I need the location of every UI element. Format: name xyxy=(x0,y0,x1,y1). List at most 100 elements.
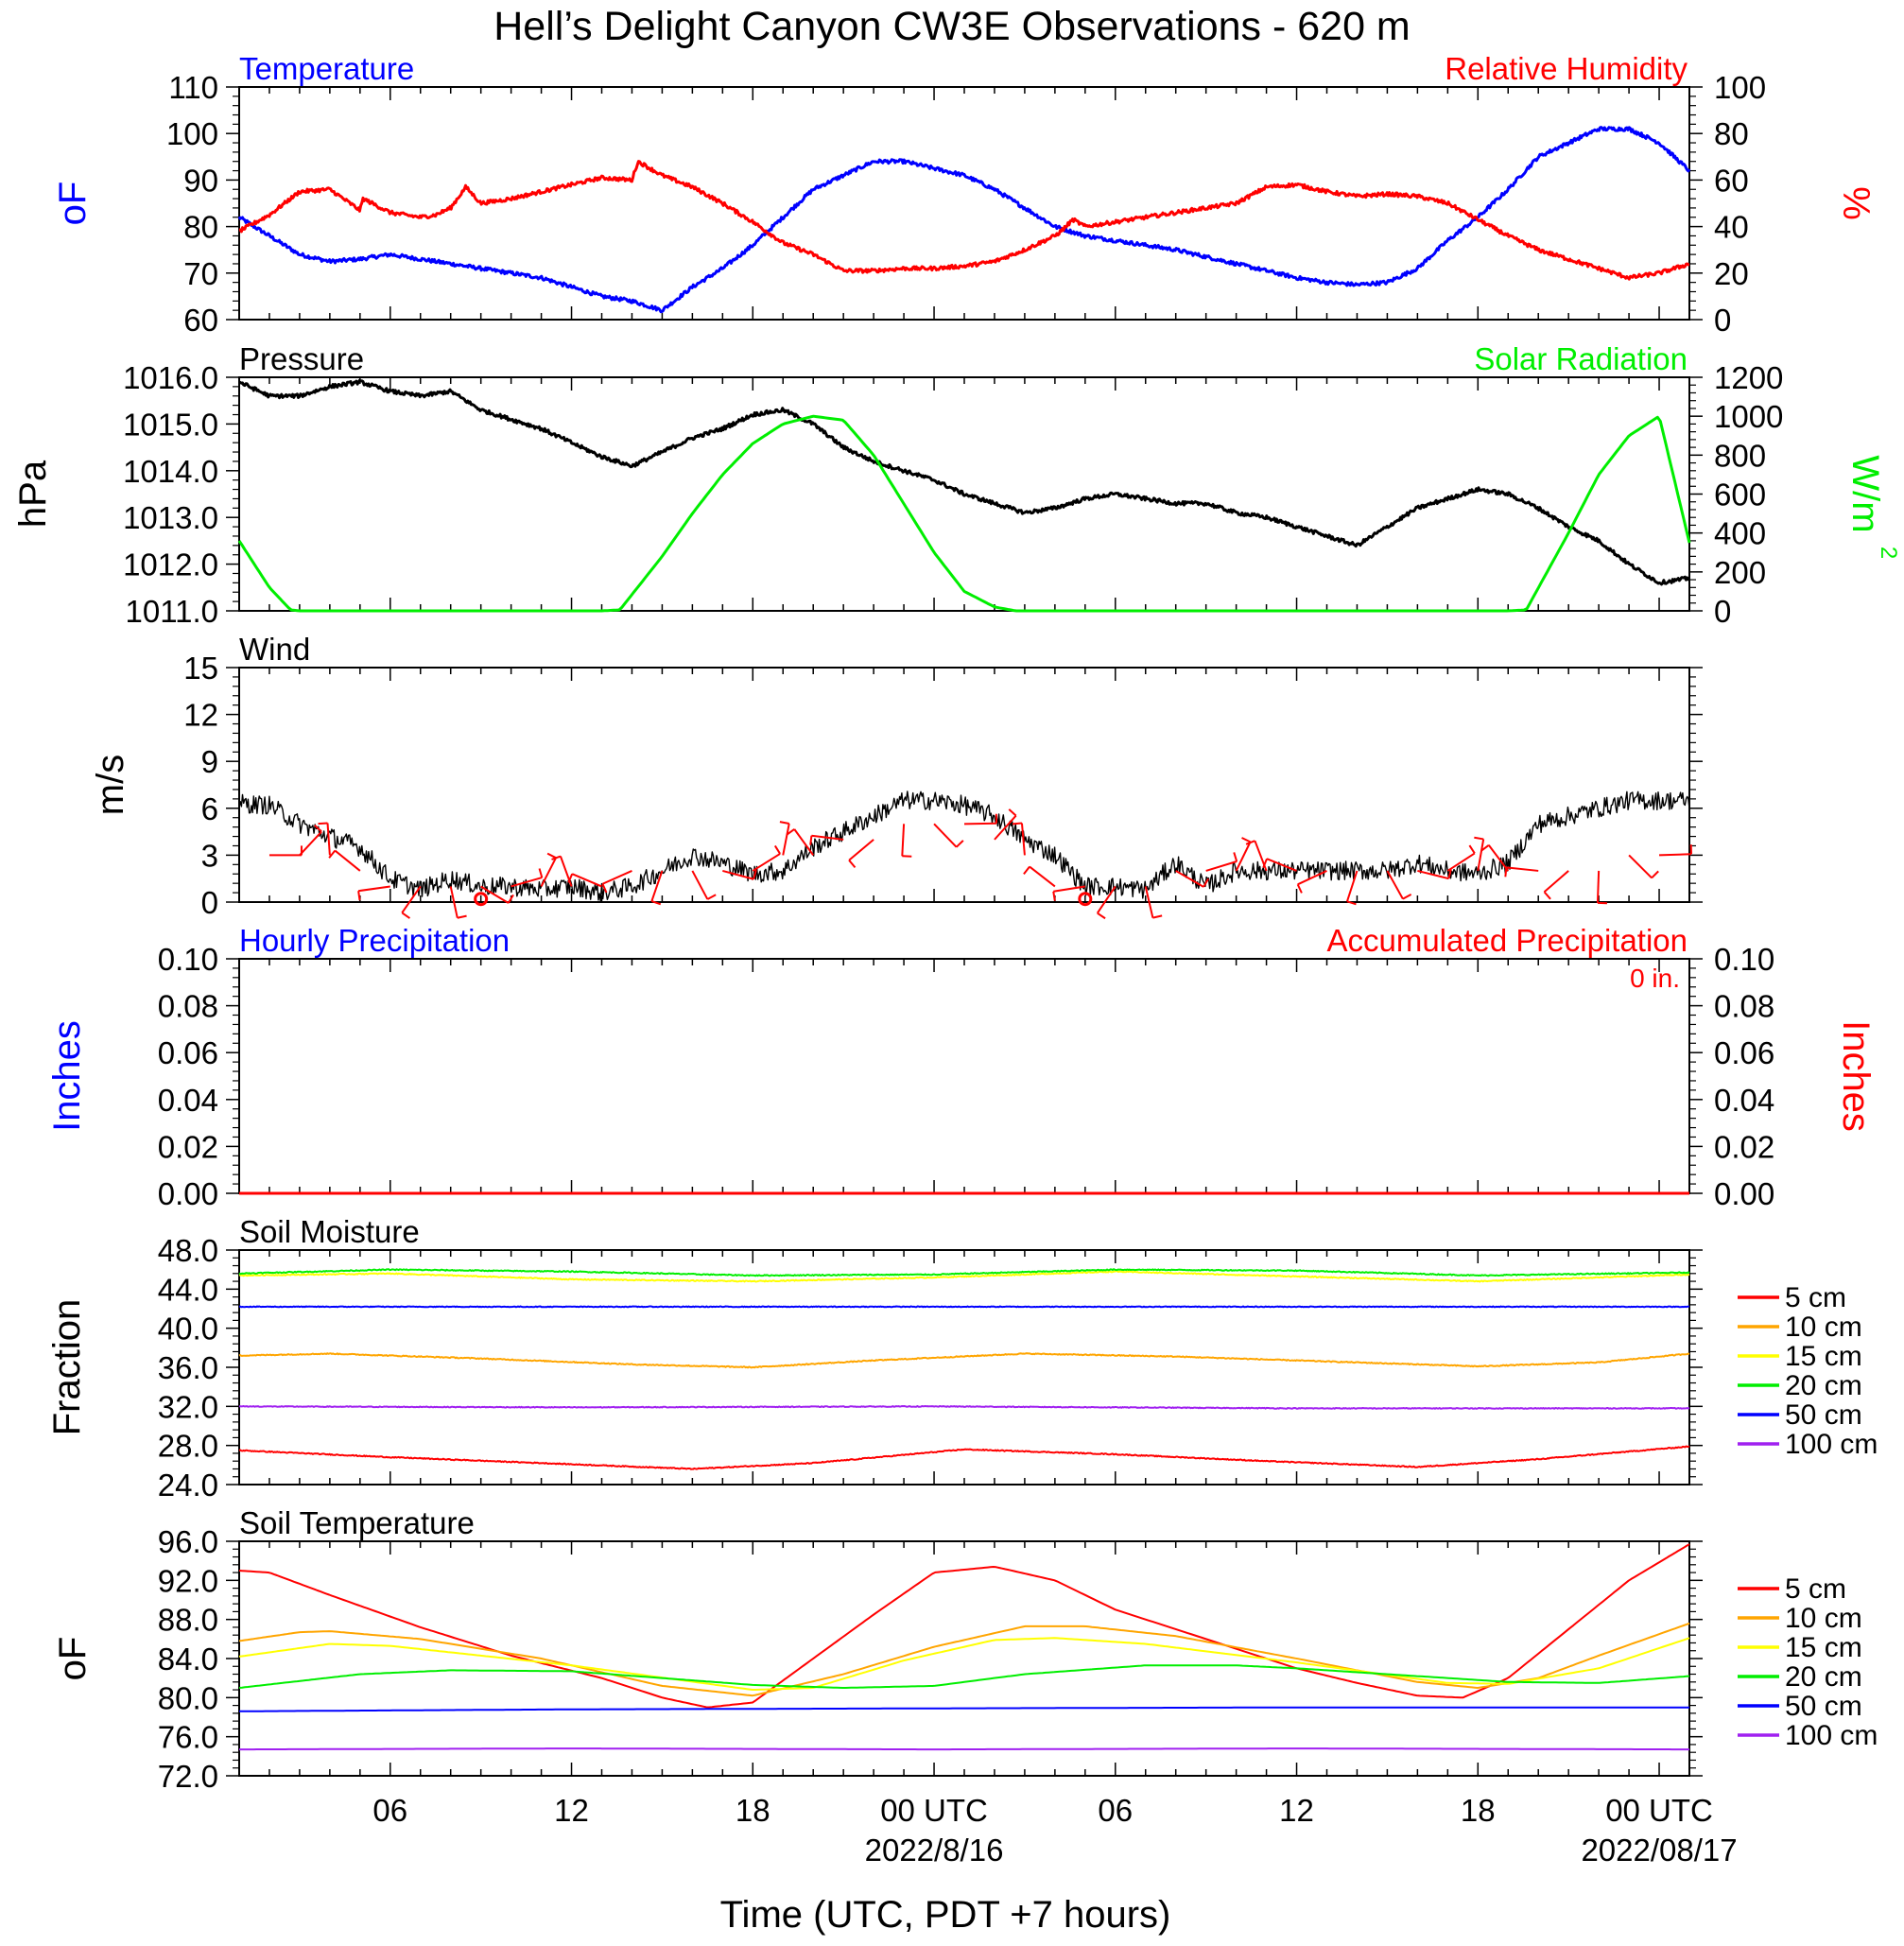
wind-barb xyxy=(1235,841,1252,872)
y-tick-label-right: 600 xyxy=(1714,478,1766,513)
y-tick-label-right: 0.08 xyxy=(1714,989,1774,1024)
y-tick-label: 28.0 xyxy=(158,1429,218,1464)
wind-barb-flag xyxy=(1504,867,1508,877)
y-tick-label: 1015.0 xyxy=(123,407,218,442)
legend-label: 10 cm xyxy=(1785,1603,1862,1634)
wind-barb xyxy=(601,870,632,885)
wind-barb-flag xyxy=(1543,891,1551,900)
wind-barb-flag xyxy=(955,840,964,848)
y-tick-label-right: 0.00 xyxy=(1714,1176,1774,1211)
wind-barb-flag xyxy=(1480,843,1490,852)
legend-label: 100 cm xyxy=(1785,1429,1878,1460)
wind-barb-flag xyxy=(457,914,467,919)
wind-barb-flag xyxy=(1402,893,1412,900)
panel-title-left: Temperature xyxy=(239,51,414,86)
wind-barb xyxy=(334,849,361,872)
wind-barb xyxy=(650,870,664,902)
legend-label: 50 cm xyxy=(1785,1691,1862,1722)
wind-barb xyxy=(793,828,815,856)
calm-wind-marker xyxy=(1078,892,1093,907)
wind-barb xyxy=(963,822,997,825)
wind-barb-flag xyxy=(357,891,361,901)
wind-barb xyxy=(1659,853,1692,857)
y-tick-label: 1016.0 xyxy=(123,360,218,395)
wind-barb xyxy=(722,869,754,880)
wind-barb xyxy=(1346,870,1359,902)
y-tick-label-right: 100 xyxy=(1714,70,1766,105)
panel-title-left: Hourly Precipitation xyxy=(239,923,510,958)
wind-barb-flag xyxy=(1474,836,1484,841)
y-tick-label-right: 60 xyxy=(1714,163,1749,198)
y-tick-label: 1011.0 xyxy=(126,594,218,629)
wind-barb xyxy=(1628,854,1653,879)
wind-barb xyxy=(1144,886,1154,918)
wind-barb-flag xyxy=(786,828,795,836)
y-tick-label: 76.0 xyxy=(158,1720,218,1755)
wind-barb-flag xyxy=(1651,870,1659,879)
wind-barb xyxy=(1205,860,1238,872)
y-tick-label-right: 800 xyxy=(1714,438,1766,473)
wind-barb-flag xyxy=(318,822,328,825)
y-tick-label-right: 0.06 xyxy=(1714,1035,1774,1070)
series-soil_temperature-0 xyxy=(238,1543,1690,1709)
panel-title-left: Wind xyxy=(239,632,310,667)
wind-barb xyxy=(511,877,543,888)
y-tick-label: 9 xyxy=(201,744,218,779)
wind-barb xyxy=(1297,870,1327,886)
legend-label: 15 cm xyxy=(1785,1341,1862,1372)
y-tick-label: 1014.0 xyxy=(123,454,218,489)
y-tick-label: 0.00 xyxy=(158,1176,218,1211)
y-tick-label: 110 xyxy=(168,70,218,105)
y-tick-label: 0.02 xyxy=(158,1129,218,1164)
wind-barb xyxy=(1487,844,1510,872)
y-tick-label: 15 xyxy=(183,651,218,686)
y-tick-label: 100 xyxy=(166,116,218,151)
panel-title-left: Soil Moisture xyxy=(239,1214,420,1249)
y-axis-label-left: m/s xyxy=(90,755,131,815)
panel-wind: 0 3 6 9 12 15 Wind m/s xyxy=(90,632,1703,920)
wind-barb-flag xyxy=(401,912,411,919)
wind-barb-flag xyxy=(1152,914,1163,919)
wind-barb-flag xyxy=(538,868,544,878)
wind-barb-flag xyxy=(902,855,912,858)
wind-barb-flag xyxy=(1296,883,1303,894)
series-soil_moisture-1 xyxy=(238,1352,1690,1369)
wind-barb xyxy=(1506,866,1539,872)
wind-barb-flag xyxy=(567,873,574,883)
x-tick-label: 18 xyxy=(736,1793,770,1828)
wind-barb-flag xyxy=(1008,808,1017,817)
x-tick-label: 18 xyxy=(1461,1793,1496,1828)
y-tick-label-right: 80 xyxy=(1714,116,1749,151)
wind-barb-flag xyxy=(1052,891,1056,901)
wind-barb xyxy=(782,823,790,856)
wind-barb xyxy=(1020,823,1026,856)
wind-barb-flag xyxy=(1245,840,1255,845)
wind-barb-flag xyxy=(706,894,717,900)
y-tick-label: 70 xyxy=(183,256,218,291)
wind-barb xyxy=(326,823,331,856)
x-tick-label: 12 xyxy=(554,1793,589,1828)
y-tick-label-right: 1200 xyxy=(1714,360,1783,395)
figure-title: Hell’s Delight Canyon CW3E Observations … xyxy=(493,4,1411,49)
wind-barb xyxy=(691,870,709,900)
series-wind-0 xyxy=(238,791,1690,902)
x-axis-label: Time (UTC, PDT +7 hours) xyxy=(720,1894,1171,1936)
y-tick-label-right: 20 xyxy=(1714,256,1749,291)
legend-label: 50 cm xyxy=(1785,1399,1862,1431)
y-tick-label: 48.0 xyxy=(158,1233,218,1268)
y-tick-label: 24.0 xyxy=(158,1468,218,1503)
y-tick-label: 72.0 xyxy=(158,1759,218,1794)
legend-label: 5 cm xyxy=(1785,1282,1846,1313)
wind-barb-flag xyxy=(848,860,857,869)
x-tick-label: 06 xyxy=(1098,1793,1133,1828)
wind-barb xyxy=(299,830,322,857)
x-tick-label: 12 xyxy=(1279,1793,1314,1828)
y-tick-label: 0 xyxy=(201,885,218,920)
y-axis-label-left: oF xyxy=(52,1637,94,1681)
wind-barb-flag xyxy=(546,852,557,860)
x-date-label: 2022/08/17 xyxy=(1581,1833,1737,1868)
wind-barb xyxy=(1266,858,1297,872)
y-tick-label-right: 1000 xyxy=(1714,399,1783,434)
wind-barb-flag xyxy=(1012,822,1023,825)
